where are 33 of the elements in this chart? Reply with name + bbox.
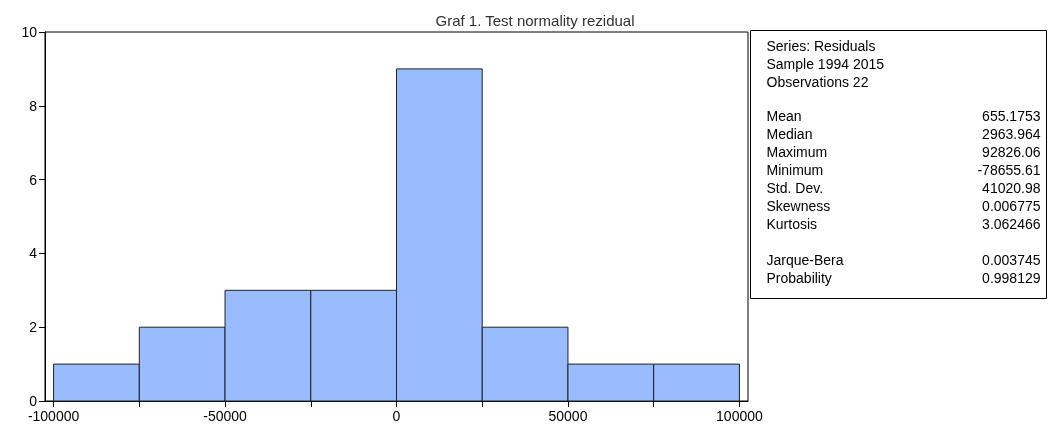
y-tick-label: 6 xyxy=(29,171,38,188)
text: Mean xyxy=(766,107,802,124)
chart-title: Graf 1. Test normality rezidual xyxy=(435,12,635,29)
text: 41020.98 xyxy=(982,179,1041,196)
text: Minimum xyxy=(766,161,824,178)
y-tick-label: 10 xyxy=(21,24,38,40)
y-tick-label: 2 xyxy=(29,319,38,336)
text: Maximum xyxy=(766,143,828,160)
x-tick-label: -50000 xyxy=(203,408,248,424)
x-tick-label: 50000 xyxy=(548,408,588,424)
text: 0.006775 xyxy=(982,197,1041,214)
text: 0.003745 xyxy=(982,251,1041,268)
text: Skewness xyxy=(766,197,831,214)
text: 3.062466 xyxy=(982,215,1041,232)
text: Sample 1994 2015 xyxy=(766,55,885,72)
y-tick-label: 0 xyxy=(29,393,38,409)
text: 0.998129 xyxy=(982,269,1041,286)
text: Median xyxy=(766,125,813,142)
text: Series: Residuals xyxy=(766,37,876,54)
text: 92826.06 xyxy=(982,143,1041,160)
y-tick-label: 8 xyxy=(29,97,38,114)
y-tick-label: 4 xyxy=(29,245,38,262)
x-tick-label: -100000 xyxy=(27,408,80,424)
text: Jarque-Bera xyxy=(766,251,844,268)
text: Kurtosis xyxy=(766,215,818,232)
text: Std. Dev. xyxy=(766,179,824,196)
x-tick-label: 100000 xyxy=(716,408,763,424)
text: Probability xyxy=(766,269,832,286)
text: -78655.61 xyxy=(977,161,1041,178)
text: 655.1753 xyxy=(982,107,1041,124)
x-tick-label: 0 xyxy=(392,408,401,424)
text: 2963.964 xyxy=(982,125,1041,142)
text: Observations 22 xyxy=(766,73,869,90)
